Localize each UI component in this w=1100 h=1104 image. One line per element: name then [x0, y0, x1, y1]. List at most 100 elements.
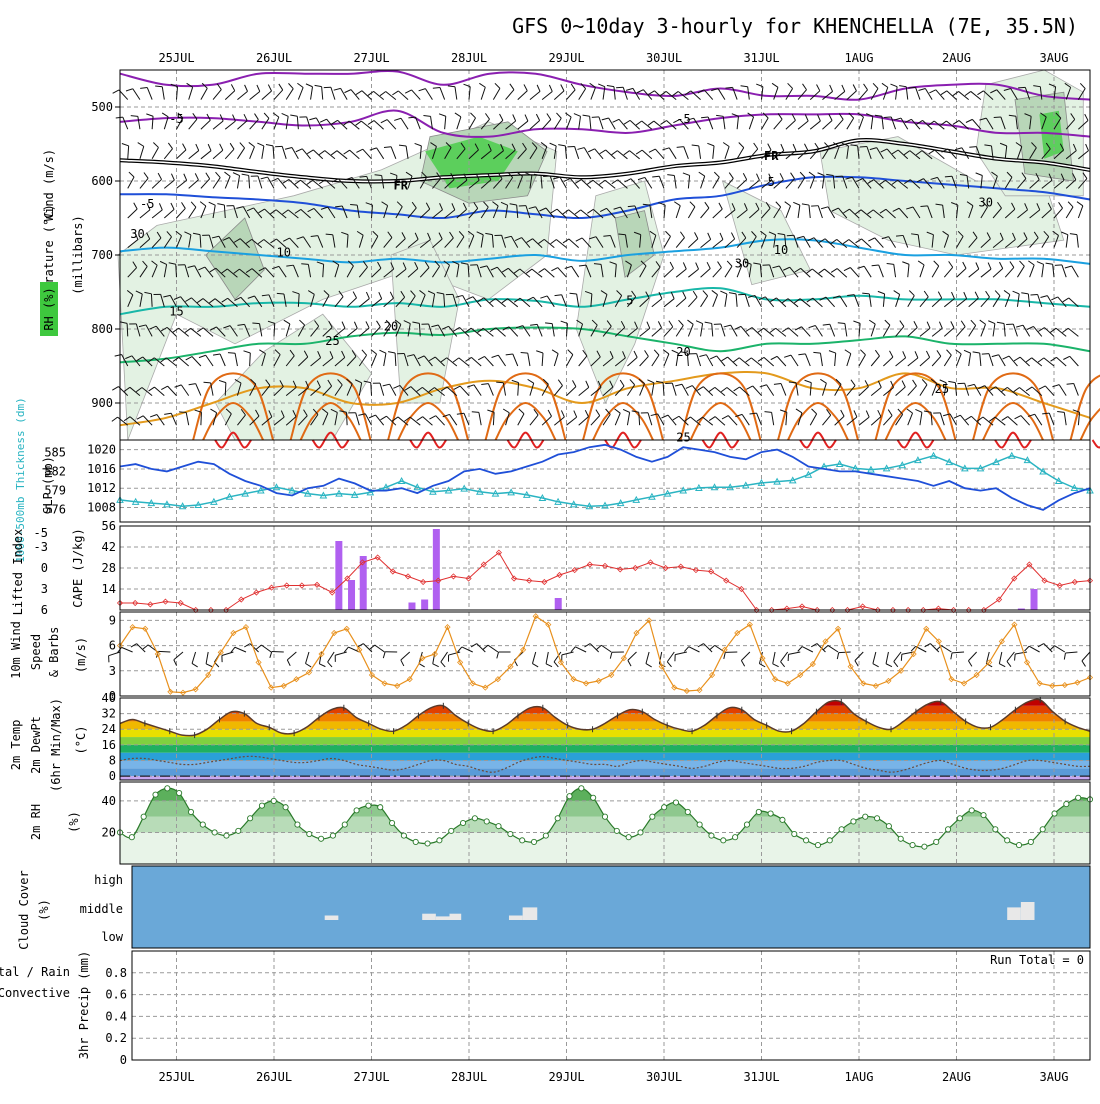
rh-marker: [969, 808, 974, 813]
contour-label: -5: [140, 197, 154, 211]
rh-marker: [318, 836, 323, 841]
rh-marker: [401, 833, 406, 838]
cloud-clear-block: [523, 907, 538, 920]
rh-marker: [342, 822, 347, 827]
rh-tick-label: 40: [102, 794, 116, 808]
precip-tick-label: 0.2: [105, 1031, 127, 1045]
rh-marker: [1064, 801, 1069, 806]
upper-wind-barb: [301, 264, 308, 265]
label-wind10m-unit: (m/s): [74, 637, 88, 673]
upper-wind-barb: [945, 176, 952, 177]
rh-marker: [993, 827, 998, 832]
rh-marker: [922, 844, 927, 849]
contour-label: 5: [626, 293, 633, 307]
top-date-label: 26JUL: [256, 51, 292, 65]
rh-marker: [1040, 827, 1045, 832]
rh-marker: [496, 824, 501, 829]
rh-marker: [662, 805, 667, 810]
contour-label: 25: [935, 382, 949, 396]
rh-marker: [413, 839, 418, 844]
li-tick-label: 3: [41, 582, 48, 596]
label-temp2m-a: 2m Temp: [9, 720, 23, 771]
upper-wind-barb: [920, 206, 927, 207]
top-date-label: 1AUG: [845, 51, 874, 65]
rh-marker: [1076, 795, 1081, 800]
label-wind10m-c: & Barbs: [47, 627, 61, 678]
upper-wind-barb: [994, 117, 1001, 118]
label-temp2m-unit: (°C): [74, 726, 88, 755]
rh-marker: [165, 786, 170, 791]
temp-tick-label: 8: [109, 753, 116, 767]
rh-marker: [792, 831, 797, 836]
cloud-clear-block: [325, 916, 339, 921]
rh-marker: [709, 833, 714, 838]
li-tick-label: -3: [34, 540, 48, 554]
rh-marker: [1005, 838, 1010, 843]
top-date-label: 30JUL: [646, 51, 682, 65]
wind-tick-label: 6: [109, 639, 116, 653]
rh-marker: [449, 828, 454, 833]
rh-marker: [543, 833, 548, 838]
rh-marker: [673, 800, 678, 805]
upper-wind-barb: [860, 147, 867, 148]
upper-wind-barb: [346, 412, 347, 425]
rh-marker: [733, 835, 738, 840]
rh-marker: [756, 809, 761, 814]
li-tick-label: 0: [41, 561, 48, 575]
label-precip-b: Convective: [0, 986, 70, 1000]
cloud-clear-block: [1007, 907, 1021, 920]
label-cloud-unit: (%): [37, 899, 51, 921]
upper-wind-barb: [225, 383, 226, 396]
temp-band: [120, 745, 1090, 753]
rh-marker: [259, 803, 264, 808]
li-tick-label: 6: [41, 603, 48, 617]
rh-marker: [579, 786, 584, 791]
label-precip-a: Total / Rain: [0, 965, 70, 979]
rh-marker: [354, 808, 359, 813]
slp-tick-label: 1020: [87, 443, 116, 457]
rh-marker: [626, 835, 631, 840]
rh-marker: [815, 842, 820, 847]
contour-label: FR: [764, 149, 779, 163]
slp-tick-label: 1012: [87, 481, 116, 495]
label-temp2m-b: 2m DewPt: [29, 716, 43, 774]
upper-wind-barb: [127, 323, 128, 336]
rh-marker: [957, 816, 962, 821]
label-rh2m: 2m RH: [29, 804, 43, 840]
li-tick-label: -5: [34, 526, 48, 540]
bottom-date-label: 28JUL: [451, 1070, 487, 1084]
upper-wind-barb: [701, 117, 708, 118]
top-date-label: 25JUL: [158, 51, 194, 65]
rh-marker: [484, 819, 489, 824]
contour-label: -5: [676, 112, 690, 126]
rh-marker: [378, 805, 383, 810]
top-date-label: 28JUL: [451, 51, 487, 65]
cloud-row-label: high: [94, 873, 123, 887]
pressure-label: 600: [91, 174, 113, 188]
rh-marker: [188, 809, 193, 814]
rh-marker: [863, 814, 868, 819]
label-wind10m-a: 10m Wind: [9, 621, 23, 679]
cape-bar: [555, 598, 562, 610]
cape-tick-label: 14: [102, 582, 116, 596]
rh-marker: [591, 795, 596, 800]
label-slp: SLP (mb): [41, 456, 55, 514]
upper-wind-barb: [725, 87, 732, 88]
rh-marker: [366, 803, 371, 808]
rh-marker: [212, 830, 217, 835]
cloud-clear-block: [450, 914, 462, 920]
rh-marker: [1052, 811, 1057, 816]
rh-marker: [780, 817, 785, 822]
pressure-label: 500: [91, 100, 113, 114]
rh-marker: [460, 820, 465, 825]
rh-tick-label: 20: [102, 825, 116, 839]
cloud-clear-block: [509, 916, 523, 921]
upper-wind-barb: [151, 294, 152, 307]
contour-label: 25: [325, 334, 339, 348]
contour-label: 30: [735, 256, 749, 270]
wind10m-barb: [1015, 654, 1016, 661]
rh-marker: [768, 811, 773, 816]
